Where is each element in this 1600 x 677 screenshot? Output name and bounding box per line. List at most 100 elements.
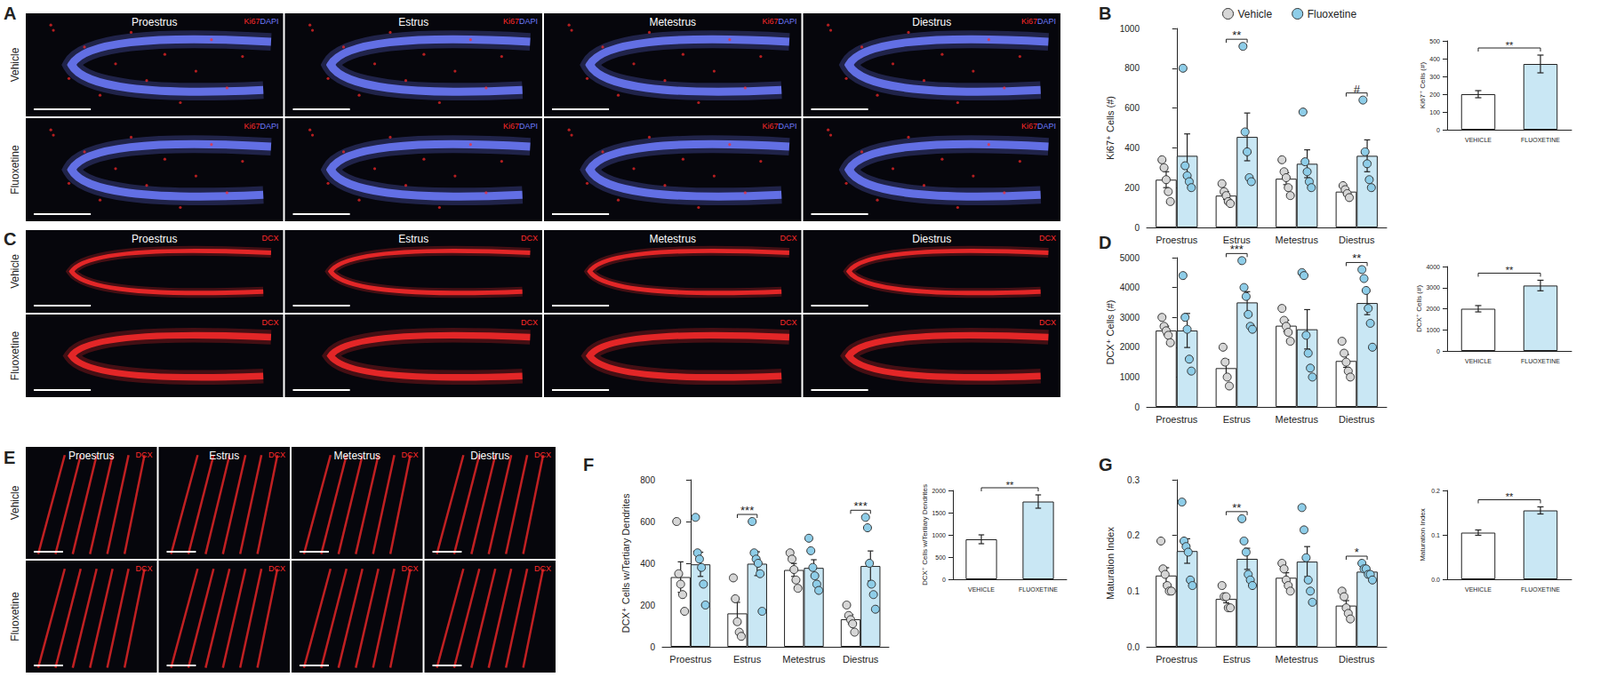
svg-text:1000: 1000 <box>1120 24 1141 34</box>
svg-text:Fluoxetine: Fluoxetine <box>8 330 22 381</box>
svg-text:1000: 1000 <box>1120 372 1141 383</box>
svg-text:300: 300 <box>1429 73 1440 80</box>
svg-text:DCX⁺ Cells w/Tertiary Dendrite: DCX⁺ Cells w/Tertiary Dendrites <box>920 484 929 586</box>
svg-text:Vehicle: Vehicle <box>8 254 22 289</box>
svg-text:Vehicle: Vehicle <box>1238 8 1273 21</box>
svg-text:Metestrus: Metestrus <box>333 449 381 463</box>
svg-text:**: ** <box>1352 251 1361 265</box>
svg-text:**: ** <box>1232 501 1241 515</box>
svg-text:0: 0 <box>1134 223 1140 233</box>
svg-text:G: G <box>1098 455 1113 475</box>
svg-text:DCX: DCX <box>135 564 152 574</box>
svg-text:FLUOXETINE: FLUOXETINE <box>1520 136 1560 144</box>
svg-text:Proestrus: Proestrus <box>131 16 177 29</box>
svg-text:3000: 3000 <box>1120 312 1141 323</box>
svg-text:Metestrus: Metestrus <box>1275 654 1320 665</box>
svg-text:Ki67DAPI: Ki67DAPI <box>1021 121 1056 131</box>
svg-text:Metestrus: Metestrus <box>648 232 696 246</box>
svg-text:Ki67DAPI: Ki67DAPI <box>503 121 538 131</box>
svg-text:5000: 5000 <box>1120 253 1141 264</box>
svg-text:Ki67DAPI: Ki67DAPI <box>761 121 797 131</box>
svg-text:VEHICLE: VEHICLE <box>1464 136 1492 144</box>
svg-text:***: *** <box>740 504 754 518</box>
svg-text:Estrus: Estrus <box>398 16 429 29</box>
svg-text:Estrus: Estrus <box>398 232 429 246</box>
svg-text:0: 0 <box>942 576 946 584</box>
svg-text:4000: 4000 <box>1425 264 1440 271</box>
svg-text:0.2: 0.2 <box>1431 488 1440 495</box>
svg-text:DCX: DCX <box>534 450 552 460</box>
svg-text:DCX: DCX <box>1039 318 1056 328</box>
svg-text:2000: 2000 <box>1425 305 1440 312</box>
svg-text:E: E <box>3 448 16 468</box>
svg-text:VEHICLE: VEHICLE <box>968 586 995 593</box>
svg-text:Maturation Index: Maturation Index <box>1418 508 1427 562</box>
svg-text:Ki67DAPI: Ki67DAPI <box>243 121 279 131</box>
svg-text:Proestrus: Proestrus <box>1155 234 1199 246</box>
svg-text:1000: 1000 <box>931 532 946 539</box>
svg-text:**: ** <box>1006 480 1015 491</box>
svg-text:200: 200 <box>1429 91 1440 98</box>
svg-text:Metestrus: Metestrus <box>648 16 696 29</box>
svg-text:Proestrus: Proestrus <box>1155 654 1199 665</box>
svg-text:1000: 1000 <box>1425 327 1440 334</box>
svg-text:0.2: 0.2 <box>1127 530 1140 541</box>
svg-text:DCX: DCX <box>400 564 418 574</box>
svg-text:DCX: DCX <box>268 450 286 460</box>
svg-text:Diestrus: Diestrus <box>1338 414 1376 425</box>
svg-text:Maturation Index: Maturation Index <box>1104 527 1116 600</box>
svg-text:VEHICLE: VEHICLE <box>1464 586 1492 593</box>
svg-text:DCX: DCX <box>261 233 279 243</box>
svg-text:Fluoxetine: Fluoxetine <box>8 144 22 195</box>
svg-text:Fluoxetine: Fluoxetine <box>1307 8 1358 21</box>
svg-text:DCX: DCX <box>261 318 279 328</box>
svg-text:800: 800 <box>1124 63 1140 73</box>
svg-text:Proestrus: Proestrus <box>669 654 712 665</box>
svg-text:200: 200 <box>1124 183 1140 193</box>
svg-text:DCX: DCX <box>520 318 538 328</box>
svg-text:**: ** <box>1505 40 1514 51</box>
svg-text:0: 0 <box>1436 348 1440 355</box>
svg-text:400: 400 <box>1124 143 1140 153</box>
svg-text:2000: 2000 <box>1120 342 1141 352</box>
svg-text:Diestrus: Diestrus <box>842 654 880 665</box>
svg-text:500: 500 <box>1429 38 1440 45</box>
svg-text:D: D <box>1098 232 1112 253</box>
svg-text:*: * <box>1354 545 1360 560</box>
svg-text:Vehicle: Vehicle <box>8 485 22 520</box>
svg-text:0.0: 0.0 <box>1431 576 1440 584</box>
svg-text:Ki67DAPI: Ki67DAPI <box>761 16 797 26</box>
svg-text:DCX: DCX <box>779 233 797 243</box>
svg-text:Estrus: Estrus <box>1223 654 1252 665</box>
svg-text:400: 400 <box>640 559 656 569</box>
svg-text:Diestrus: Diestrus <box>470 449 510 463</box>
svg-text:600: 600 <box>640 517 656 528</box>
svg-text:DCX⁺ Cells w/Tertiary Dendrite: DCX⁺ Cells w/Tertiary Dendrites <box>620 493 632 633</box>
svg-text:FLUOXETINE: FLUOXETINE <box>1520 358 1560 365</box>
svg-text:Estrus: Estrus <box>733 654 762 665</box>
svg-text:800: 800 <box>640 475 656 486</box>
svg-text:C: C <box>3 229 16 249</box>
svg-text:600: 600 <box>1124 103 1140 113</box>
svg-text:2000: 2000 <box>931 488 946 495</box>
svg-text:100: 100 <box>1429 109 1440 116</box>
svg-text:Estrus: Estrus <box>1223 414 1252 425</box>
svg-text:0.1: 0.1 <box>1127 586 1140 597</box>
svg-text:**: ** <box>1232 28 1241 42</box>
svg-text:0: 0 <box>1134 402 1140 413</box>
svg-text:DCX: DCX <box>534 564 552 574</box>
svg-text:**: ** <box>1505 264 1514 276</box>
svg-text:Diestrus: Diestrus <box>912 16 952 29</box>
svg-text:VEHICLE: VEHICLE <box>1464 358 1492 365</box>
svg-text:DCX: DCX <box>268 564 286 574</box>
svg-text:DCX: DCX <box>520 233 538 243</box>
svg-text:Ki67DAPI: Ki67DAPI <box>243 16 279 26</box>
svg-text:#: # <box>1353 82 1361 96</box>
svg-text:B: B <box>1098 3 1112 24</box>
svg-text:Proestrus: Proestrus <box>68 449 114 463</box>
svg-text:0.0: 0.0 <box>1127 642 1140 653</box>
svg-text:DCX⁺ Cells (#): DCX⁺ Cells (#) <box>1415 285 1424 333</box>
svg-text:Ki67DAPI: Ki67DAPI <box>503 16 538 26</box>
svg-text:Metestrus: Metestrus <box>1275 414 1320 425</box>
svg-text:DCX⁺ Cells (#): DCX⁺ Cells (#) <box>1104 299 1116 365</box>
